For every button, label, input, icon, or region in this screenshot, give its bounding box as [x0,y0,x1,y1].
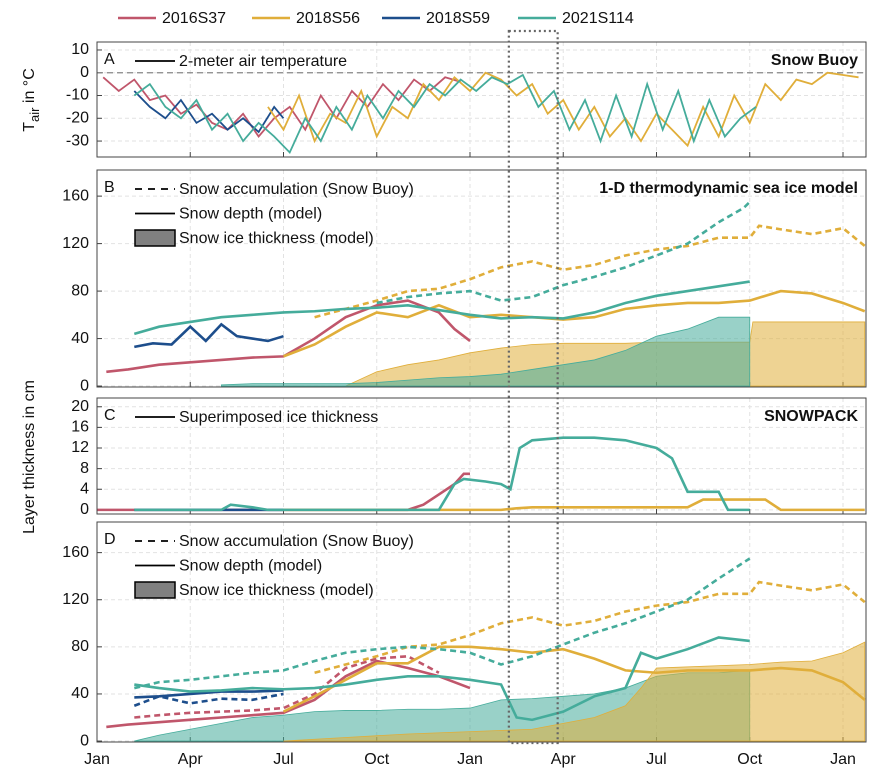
legend-label: 2018S59 [426,10,490,27]
x-tick-label: Apr [178,751,204,768]
y-tick-label: 0 [80,501,89,518]
entry-label: Superimposed ice thickness [179,409,378,426]
depth-line [134,322,284,349]
x-tick-label: Jul [646,751,666,768]
x-tick-label: Oct [737,751,762,768]
y-axis-label-part: T [21,122,38,132]
frame [96,397,867,515]
panel-label: A [104,51,115,68]
entry-label: Snow ice thickness (model) [179,582,374,599]
y-tick-label: 120 [62,591,89,608]
panel-label: C [104,407,116,424]
y-tick-label: -20 [66,110,89,127]
y-axis-label-part: air [27,107,42,122]
accumulation-line [133,692,284,707]
depth-line [134,689,284,699]
panel-label: D [104,531,116,548]
panel-title: 1-D thermodynamic sea ice model [599,180,858,197]
entry-key [134,229,176,247]
y-tick-label: 0 [80,732,89,749]
y-tick-label: 4 [80,480,89,497]
legend-label: 2018S56 [296,10,360,27]
panel: 0 40 80 120 160 B 1-D thermodynamic sea ice mo… [62,169,867,394]
depth-line [133,90,285,134]
depth-line [102,76,461,138]
accumulation-line [376,201,751,305]
entry-label: 2-meter air temperature [179,53,347,70]
depth-line [282,645,866,713]
y-tick-label: 40 [71,330,89,347]
y-tick-label: -10 [66,87,89,104]
y-tick-label: 8 [80,460,89,477]
y-tick-label: 12 [71,439,89,456]
x-tick-label: Jul [273,751,293,768]
x-tick-label: Oct [364,751,389,768]
legend-label: 2016S37 [162,10,226,27]
y-tick-label: -30 [66,132,89,149]
entry-key [134,581,176,599]
x-tick-label: Jan [84,751,110,768]
x-tick-label: Apr [551,751,577,768]
panel-title: Snow Buoy [771,52,858,69]
panel: 0 40 80 120 160 D Snow accumulation (Snow Buoy… [62,521,867,749]
y-tick-label: 0 [80,64,89,81]
frame [96,41,867,158]
highlight-period [507,29,559,745]
entry-label: Snow ice thickness (model) [179,230,374,247]
depth-line [134,436,750,512]
y-tick-label: 160 [62,187,89,204]
y-tick-label: 40 [71,685,89,702]
y-tick-label: 80 [71,282,89,299]
snow-ice-area [220,316,751,387]
entry-label: Snow accumulation (Snow Buoy) [179,181,414,198]
y-tick-label: 120 [62,235,89,252]
depth-line [134,636,750,722]
depth-line [267,71,859,148]
y-tick-label: 10 [71,41,89,58]
y-tick-label: 160 [62,544,89,561]
depth-line [283,498,865,512]
x-tick-label: Jan [830,751,856,768]
panel: -30 -20 -10 0 10 A Snow Buoy 2-meter air temper… [21,41,867,158]
panel-label: B [104,179,115,196]
panel: 0 4 8 12 16 20 C SNOWPACK Superimposed ice thick… [71,397,867,518]
frame [96,169,867,388]
y-axis-label: Layer thickness in cm [21,380,38,534]
entry-label: Snow accumulation (Snow Buoy) [179,533,414,550]
entry-label: Snow depth (model) [179,206,322,223]
y-axis-label: Tair in °C [21,68,42,132]
legend-label: 2021S114 [562,10,634,27]
accumulation-line [314,224,866,319]
y-tick-label: 16 [71,419,89,436]
y-tick-label: 20 [71,398,89,415]
y-axis-label-part: in °C [21,68,38,107]
entry-label: Snow depth (model) [179,558,322,575]
accumulation-line [134,654,440,719]
depth-line [106,659,471,729]
panel-title: SNOWPACK [764,408,858,425]
depth-line [133,73,757,155]
depth-line [283,289,866,358]
depth-line [133,280,750,336]
x-tick-label: Jan [457,751,483,768]
snow-ice-area [283,641,866,742]
frame [96,521,867,743]
plot-area [97,398,866,514]
plot-area [97,42,866,157]
y-tick-label: 80 [71,638,89,655]
y-tick-label: 0 [80,377,89,394]
